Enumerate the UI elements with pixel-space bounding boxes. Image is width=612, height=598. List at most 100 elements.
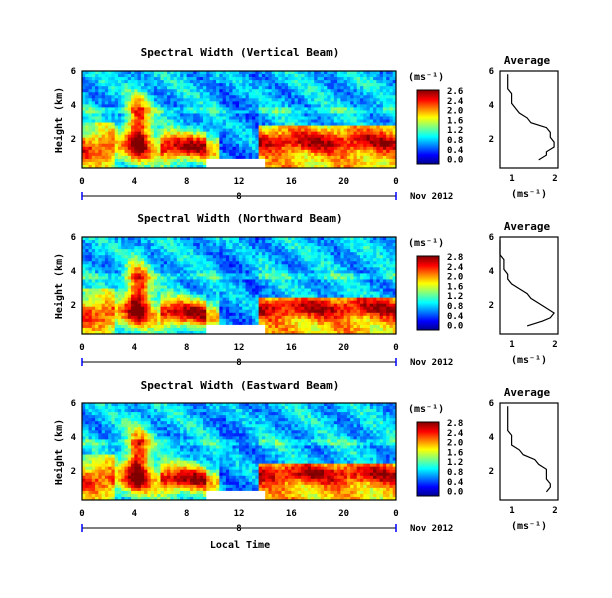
heatmap-cell xyxy=(127,321,132,326)
heatmap-cell xyxy=(140,158,145,163)
heatmap-cell xyxy=(363,164,367,169)
heatmap-cell xyxy=(265,294,269,299)
heatmap-cell xyxy=(209,294,214,299)
heatmap-cell xyxy=(219,324,224,329)
heatmap-cell xyxy=(173,131,178,136)
heatmap-cell xyxy=(170,330,174,335)
heatmap-cell xyxy=(242,155,246,160)
heatmap-cell xyxy=(160,282,165,286)
heatmap-cell xyxy=(294,104,299,108)
heatmap-cell xyxy=(278,134,282,139)
heatmap-cell xyxy=(229,164,233,169)
heatmap-cell xyxy=(389,155,394,160)
heatmap-cell xyxy=(265,297,269,302)
heatmap-cell xyxy=(297,122,302,126)
heatmap-cell xyxy=(85,146,89,151)
heatmap-cell xyxy=(203,125,207,129)
heatmap-cell xyxy=(98,74,103,78)
heatmap-cell xyxy=(242,279,246,283)
heatmap-cell xyxy=(176,71,181,75)
heatmap-cell xyxy=(369,116,374,120)
heatmap-cell xyxy=(147,324,152,329)
heatmap-cell xyxy=(153,324,158,329)
heatmap-cell xyxy=(255,255,260,259)
heatmap-cell xyxy=(176,146,181,151)
heatmap-cell xyxy=(363,101,367,105)
heatmap-cell xyxy=(203,98,207,102)
heatmap-cell xyxy=(114,80,119,84)
heatmap-cell xyxy=(183,258,188,262)
heatmap-cells xyxy=(82,237,397,335)
heatmap-cell xyxy=(373,128,377,133)
heatmap-cell xyxy=(183,164,188,169)
heatmap-cell xyxy=(153,110,158,114)
heatmap-cell xyxy=(108,116,112,120)
heatmap-cell xyxy=(160,276,165,280)
heatmap-cell xyxy=(330,128,335,133)
heatmap-cell xyxy=(160,152,165,157)
heatmap-cell xyxy=(219,131,224,136)
heatmap-cell xyxy=(340,155,345,160)
heatmap-cell xyxy=(343,134,348,139)
heatmap-cell xyxy=(131,267,135,271)
heatmap-cell xyxy=(176,101,181,105)
heatmap-cell xyxy=(173,101,178,105)
heatmap-cell xyxy=(121,95,125,99)
heatmap-cell xyxy=(167,128,171,133)
heatmap-cell xyxy=(137,77,142,81)
heatmap-cell xyxy=(330,143,335,148)
heatmap-cell xyxy=(219,104,224,108)
heatmap-cell xyxy=(183,315,188,320)
heatmap-cell xyxy=(160,113,165,117)
heatmap-cell xyxy=(180,255,184,259)
heatmap-cell xyxy=(324,83,328,87)
heatmap-cell xyxy=(268,270,273,274)
heatmap-cell xyxy=(258,155,263,160)
heatmap-cell xyxy=(82,246,86,250)
heatmap-cell xyxy=(294,155,299,160)
heatmap-cell xyxy=(209,122,214,126)
heatmap-cell xyxy=(134,327,138,332)
heatmap-cell xyxy=(382,104,387,108)
heatmap-cell xyxy=(209,273,214,277)
heatmap-cell xyxy=(216,92,220,96)
heatmap-cell xyxy=(180,330,184,335)
heatmap-cell xyxy=(271,309,276,314)
heatmap-cell xyxy=(212,128,217,133)
heatmap-cell xyxy=(320,143,325,148)
colorbar-tick-label: 0.8 xyxy=(447,136,463,146)
heatmap-cell xyxy=(278,116,282,120)
heatmap-cell xyxy=(206,312,210,317)
heatmap-cell xyxy=(196,264,201,268)
heatmap-cell xyxy=(252,131,256,136)
heatmap-cell xyxy=(196,89,201,93)
heatmap-cell xyxy=(114,318,119,323)
heatmap-cell xyxy=(258,243,263,247)
heatmap-cell xyxy=(386,128,390,133)
heatmap-cell xyxy=(271,110,276,114)
heatmap-cell xyxy=(232,146,237,151)
heatmap-cell xyxy=(307,116,312,120)
heatmap-cell xyxy=(170,158,174,163)
heatmap-cell xyxy=(258,282,263,286)
heatmap-cell xyxy=(255,137,260,142)
heatmap-cell xyxy=(121,255,125,259)
heatmap-cell xyxy=(150,113,155,117)
heatmap-cell xyxy=(114,285,119,289)
heatmap-cell xyxy=(281,164,286,169)
heatmap-cell xyxy=(176,161,181,166)
heatmap-cell xyxy=(114,330,119,335)
heatmap-cell xyxy=(363,158,367,163)
heatmap-cell xyxy=(346,128,351,133)
heatmap-cell xyxy=(180,285,184,289)
heatmap-cell xyxy=(121,270,125,274)
heatmap-cell xyxy=(265,122,269,126)
heatmap-cell xyxy=(327,80,331,84)
heatmap-cell xyxy=(239,261,243,265)
heatmap-cell xyxy=(255,128,260,133)
heatmap-cell xyxy=(173,74,178,78)
heatmap-cell xyxy=(199,116,204,120)
heatmap-cell xyxy=(340,119,345,123)
heatmap-cell xyxy=(239,95,243,99)
heatmap-cell xyxy=(248,95,253,99)
